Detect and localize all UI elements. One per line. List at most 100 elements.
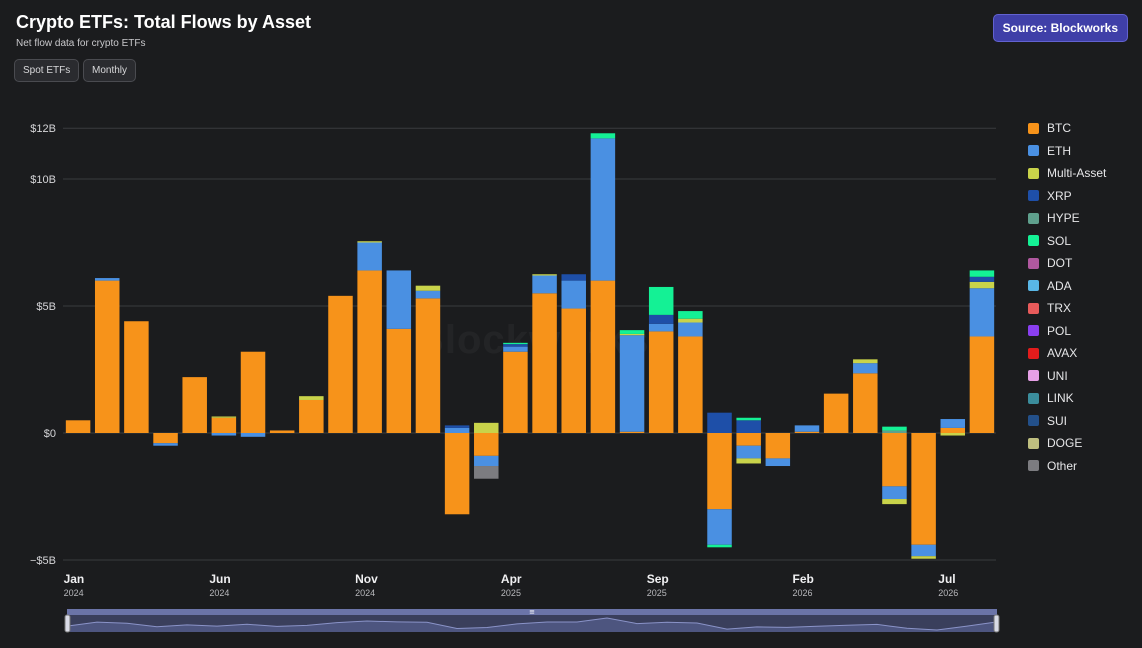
bar-multi-asset-14[interactable] [474, 422, 499, 433]
bar-btc-24[interactable] [765, 433, 791, 459]
legend-item-btc[interactable]: BTC [1028, 117, 1106, 140]
bar-multi-asset-30[interactable] [940, 433, 966, 436]
bar-eth-16[interactable] [532, 275, 557, 294]
bar-multi-asset-29[interactable] [911, 556, 936, 559]
bar-multi-asset-31[interactable] [969, 281, 995, 289]
bar-btc-16[interactable] [532, 293, 557, 433]
bar-multi-asset-12[interactable] [415, 285, 441, 291]
bar-other-14[interactable] [474, 466, 499, 479]
bar-multi-asset-23[interactable] [736, 458, 761, 464]
range-navigator[interactable]: ≡ [64, 608, 1000, 633]
legend-item-xrp[interactable]: XRP [1028, 185, 1106, 208]
bar-btc-13[interactable] [444, 433, 470, 515]
bar-eth-24[interactable] [765, 458, 791, 467]
bar-sol-19[interactable] [619, 330, 645, 334]
bar-btc-28[interactable] [882, 433, 907, 487]
bar-multi-asset-10[interactable] [357, 241, 382, 243]
bar-multi-asset-21[interactable] [678, 318, 703, 323]
legend-item-dot[interactable]: DOT [1028, 252, 1106, 275]
bar-btc-25[interactable] [794, 431, 820, 433]
legend-item-multi-asset[interactable]: Multi-Asset [1028, 162, 1106, 185]
bar-multi-asset-8[interactable] [299, 396, 324, 400]
filter-spot-etfs[interactable]: Spot ETFs [14, 59, 80, 82]
bar-sol-22[interactable] [707, 544, 732, 548]
bar-multi-asset-19[interactable] [619, 333, 645, 336]
bar-sol-23[interactable] [736, 417, 761, 421]
bar-btc-3[interactable] [153, 433, 178, 444]
bar-btc-10[interactable] [357, 270, 382, 433]
bar-xrp-15[interactable] [503, 344, 528, 347]
bar-sol-15[interactable] [503, 342, 528, 345]
bar-xrp-20[interactable] [648, 314, 674, 324]
legend-item-eth[interactable]: ETH [1028, 140, 1106, 163]
bar-eth-13[interactable] [444, 427, 470, 433]
bar-btc-14[interactable] [474, 433, 499, 456]
bar-btc-27[interactable] [853, 373, 878, 433]
bar-btc-4[interactable] [182, 377, 207, 433]
bar-sol-20[interactable] [648, 286, 674, 315]
bar-btc-29[interactable] [911, 433, 936, 545]
bar-btc-17[interactable] [561, 308, 586, 433]
bar-xrp-23[interactable] [736, 420, 761, 433]
bar-btc-0[interactable] [65, 420, 91, 433]
bar-sol-18[interactable] [590, 133, 616, 139]
bar-eth-27[interactable] [853, 363, 878, 374]
bar-eth-11[interactable] [386, 270, 412, 329]
bar-multi-asset-16[interactable] [532, 274, 557, 276]
bar-eth-21[interactable] [678, 322, 703, 337]
bar-eth-3[interactable] [153, 443, 178, 446]
bar-btc-2[interactable] [124, 321, 149, 433]
range-handle-icon[interactable] [64, 614, 71, 633]
bar-eth-18[interactable] [590, 138, 616, 281]
bar-btc-19[interactable] [619, 431, 645, 433]
bar-sol-21[interactable] [678, 311, 703, 319]
bar-btc-23[interactable] [736, 433, 761, 446]
range-handle-icon[interactable] [993, 614, 1000, 633]
bar-eth-20[interactable] [648, 323, 674, 332]
legend-item-ada[interactable]: ADA [1028, 275, 1106, 298]
bar-btc-6[interactable] [240, 351, 266, 433]
bar-eth-12[interactable] [415, 290, 441, 299]
legend-item-hype[interactable]: HYPE [1028, 207, 1106, 230]
bar-eth-23[interactable] [736, 445, 761, 459]
bar-eth-14[interactable] [474, 455, 499, 467]
legend-item-link[interactable]: LINK [1028, 387, 1106, 410]
bar-btc-9[interactable] [328, 295, 353, 433]
filter-monthly[interactable]: Monthly [83, 59, 137, 82]
bar-btc-18[interactable] [590, 280, 616, 433]
bar-eth-1[interactable] [94, 278, 120, 281]
bar-btc-5[interactable] [211, 417, 237, 433]
bar-xrp-31[interactable] [969, 276, 995, 282]
source-button[interactable]: Source: Blockworks [992, 14, 1128, 42]
bar-btc-22[interactable] [707, 433, 732, 510]
bar-btc-31[interactable] [969, 336, 995, 433]
bar-eth-6[interactable] [240, 433, 266, 437]
bar-sol-28[interactable] [882, 426, 907, 431]
bar-eth-19[interactable] [619, 335, 645, 432]
bar-eth-28[interactable] [882, 486, 907, 500]
bar-btc-30[interactable] [940, 427, 966, 433]
legend-item-sol[interactable]: SOL [1028, 230, 1106, 253]
legend-item-avax[interactable]: AVAX [1028, 342, 1106, 365]
bar-multi-asset-5[interactable] [211, 416, 237, 418]
bar-eth-10[interactable] [357, 242, 382, 271]
drag-grip-icon[interactable]: ≡ [529, 608, 535, 616]
bar-eth-25[interactable] [794, 425, 820, 432]
bar-btc-15[interactable] [503, 351, 528, 433]
bar-eth-29[interactable] [911, 544, 936, 557]
bar-eth-31[interactable] [969, 288, 995, 337]
legend-item-other[interactable]: Other [1028, 455, 1106, 478]
bar-xrp-17[interactable] [561, 274, 586, 281]
bar-xrp-13[interactable] [444, 425, 470, 428]
legend-item-uni[interactable]: UNI [1028, 365, 1106, 388]
bar-eth-5[interactable] [211, 433, 237, 436]
bar-btc-26[interactable] [823, 393, 849, 433]
legend-item-trx[interactable]: TRX [1028, 297, 1106, 320]
bar-btc-12[interactable] [415, 298, 441, 433]
bar-btc-20[interactable] [648, 331, 674, 433]
bar-eth-15[interactable] [503, 346, 528, 352]
bar-eth-30[interactable] [940, 419, 966, 428]
chart-legend[interactable]: BTC ETH Multi-Asset XRP HYPE SOL DOT ADA TRX POL A… [1028, 117, 1106, 477]
bar-series[interactable] [65, 133, 995, 559]
bar-sol-31[interactable] [969, 270, 995, 277]
